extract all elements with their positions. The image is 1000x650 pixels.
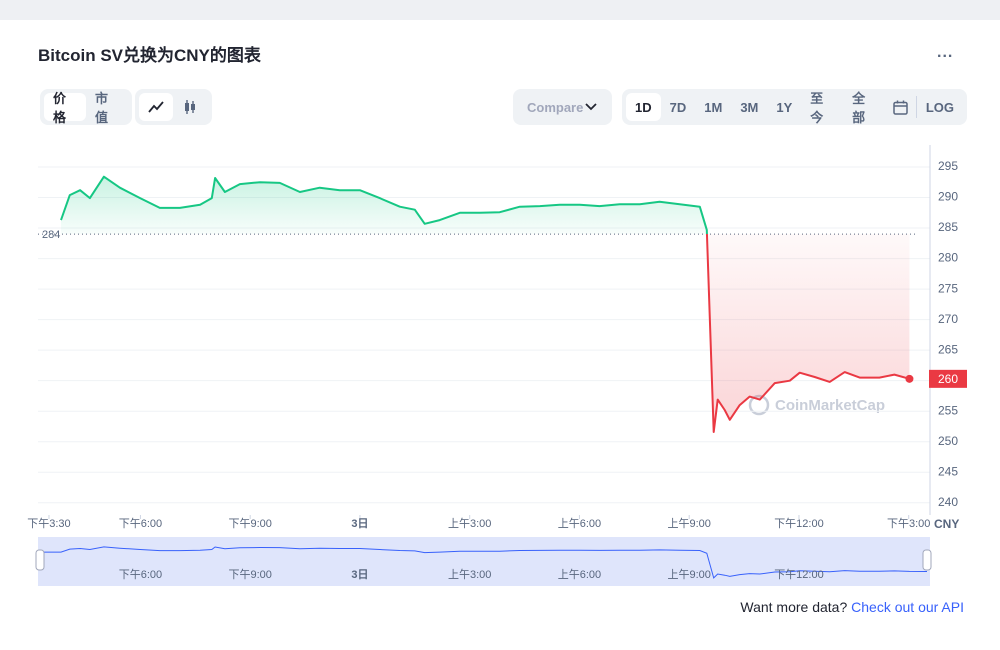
candle-icon xyxy=(185,100,195,114)
navigator-tick-label: 下午9:00 xyxy=(228,568,271,581)
navigator-tick-label: 上午9:00 xyxy=(667,568,710,581)
tab-market-cap[interactable]: 市值 xyxy=(95,91,109,125)
x-tick-label: 3日 xyxy=(351,517,368,530)
footer-text: Want more data? xyxy=(740,599,848,615)
range-1y[interactable]: 1Y xyxy=(776,99,793,115)
x-tick-label: 下午3:00 xyxy=(887,517,930,530)
range-all[interactable]: 全部 xyxy=(852,91,866,125)
y-axis-label: CNY xyxy=(934,517,959,531)
x-tick-label: 上午9:00 xyxy=(667,517,710,530)
navigator-line xyxy=(37,546,928,579)
navigator-tick-label: 下午6:00 xyxy=(119,568,162,581)
y-tick-label: 285 xyxy=(938,220,958,234)
compare-dropdown[interactable]: Compare xyxy=(513,89,612,125)
navigator-tick-label: 下午12:00 xyxy=(774,568,824,581)
range-7d[interactable]: 7D xyxy=(669,99,687,115)
top-band xyxy=(0,0,1000,20)
range-1m[interactable]: 1M xyxy=(704,99,723,115)
log-button[interactable]: LOG xyxy=(925,99,954,115)
navigator-tick-label: 上午6:00 xyxy=(558,568,601,581)
tab-price[interactable]: 价格 xyxy=(44,91,86,125)
chart-title: Bitcoin SV兑换为CNY的图表 xyxy=(38,46,261,65)
calendar-icon xyxy=(893,100,908,115)
footer: Want more data? Check out our API xyxy=(740,599,964,615)
line-icon xyxy=(148,101,164,113)
chart-style-tabs xyxy=(135,89,212,125)
x-tick-label: 下午3:30 xyxy=(27,517,70,530)
price-line xyxy=(60,175,910,433)
x-tick-label: 上午6:00 xyxy=(558,517,601,530)
navigator-tick-label: 上午3:00 xyxy=(448,568,491,581)
y-tick-label: 290 xyxy=(938,190,958,204)
compare-label: Compare xyxy=(527,99,584,115)
y-tick-label: 245 xyxy=(938,464,958,478)
range-ytd[interactable]: 至今 xyxy=(810,91,824,125)
y-tick-label: 250 xyxy=(938,434,958,448)
view-tabs: 价格 市值 xyxy=(40,89,132,125)
y-tick-label: 255 xyxy=(938,403,958,417)
navigator-handle[interactable] xyxy=(922,549,932,571)
range-tabs: 1D 7D 1M 3M 1Y 至今 全部 LOG xyxy=(622,89,967,125)
y-tick-label: 240 xyxy=(938,495,958,509)
y-tick-label: 295 xyxy=(938,159,958,173)
current-price-label: 260 xyxy=(938,372,958,386)
navigator-bg xyxy=(38,537,930,586)
divider xyxy=(915,96,917,118)
x-tick-label: 下午9:00 xyxy=(228,517,271,530)
x-tick-label: 上午3:00 xyxy=(448,517,491,530)
candle-style-button[interactable] xyxy=(173,93,207,121)
calendar-button[interactable] xyxy=(885,93,916,121)
range-1d[interactable]: 1D xyxy=(626,93,661,121)
navigator-tick-label: 3日 xyxy=(351,568,368,581)
watermark: CoinMarketCap xyxy=(775,397,885,414)
y-tick-label: 270 xyxy=(938,312,958,326)
current-price-badge xyxy=(929,369,967,388)
x-tick-label: 下午12:00 xyxy=(774,517,824,530)
api-link[interactable]: Check out our API xyxy=(851,599,964,615)
y-tick-label: 275 xyxy=(938,281,958,295)
chevron xyxy=(585,103,597,111)
menu-button[interactable]: ... xyxy=(937,44,954,61)
y-tick-label: 280 xyxy=(938,251,958,265)
range-3m[interactable]: 3M xyxy=(740,99,759,115)
reference-label: 284 xyxy=(42,229,60,241)
navigator-handle[interactable] xyxy=(35,549,45,571)
current-price-dot xyxy=(905,374,914,383)
price-area xyxy=(61,176,910,432)
y-tick-label: 265 xyxy=(938,342,958,356)
line-style-button[interactable] xyxy=(139,93,173,121)
x-tick-label: 下午6:00 xyxy=(119,517,162,530)
